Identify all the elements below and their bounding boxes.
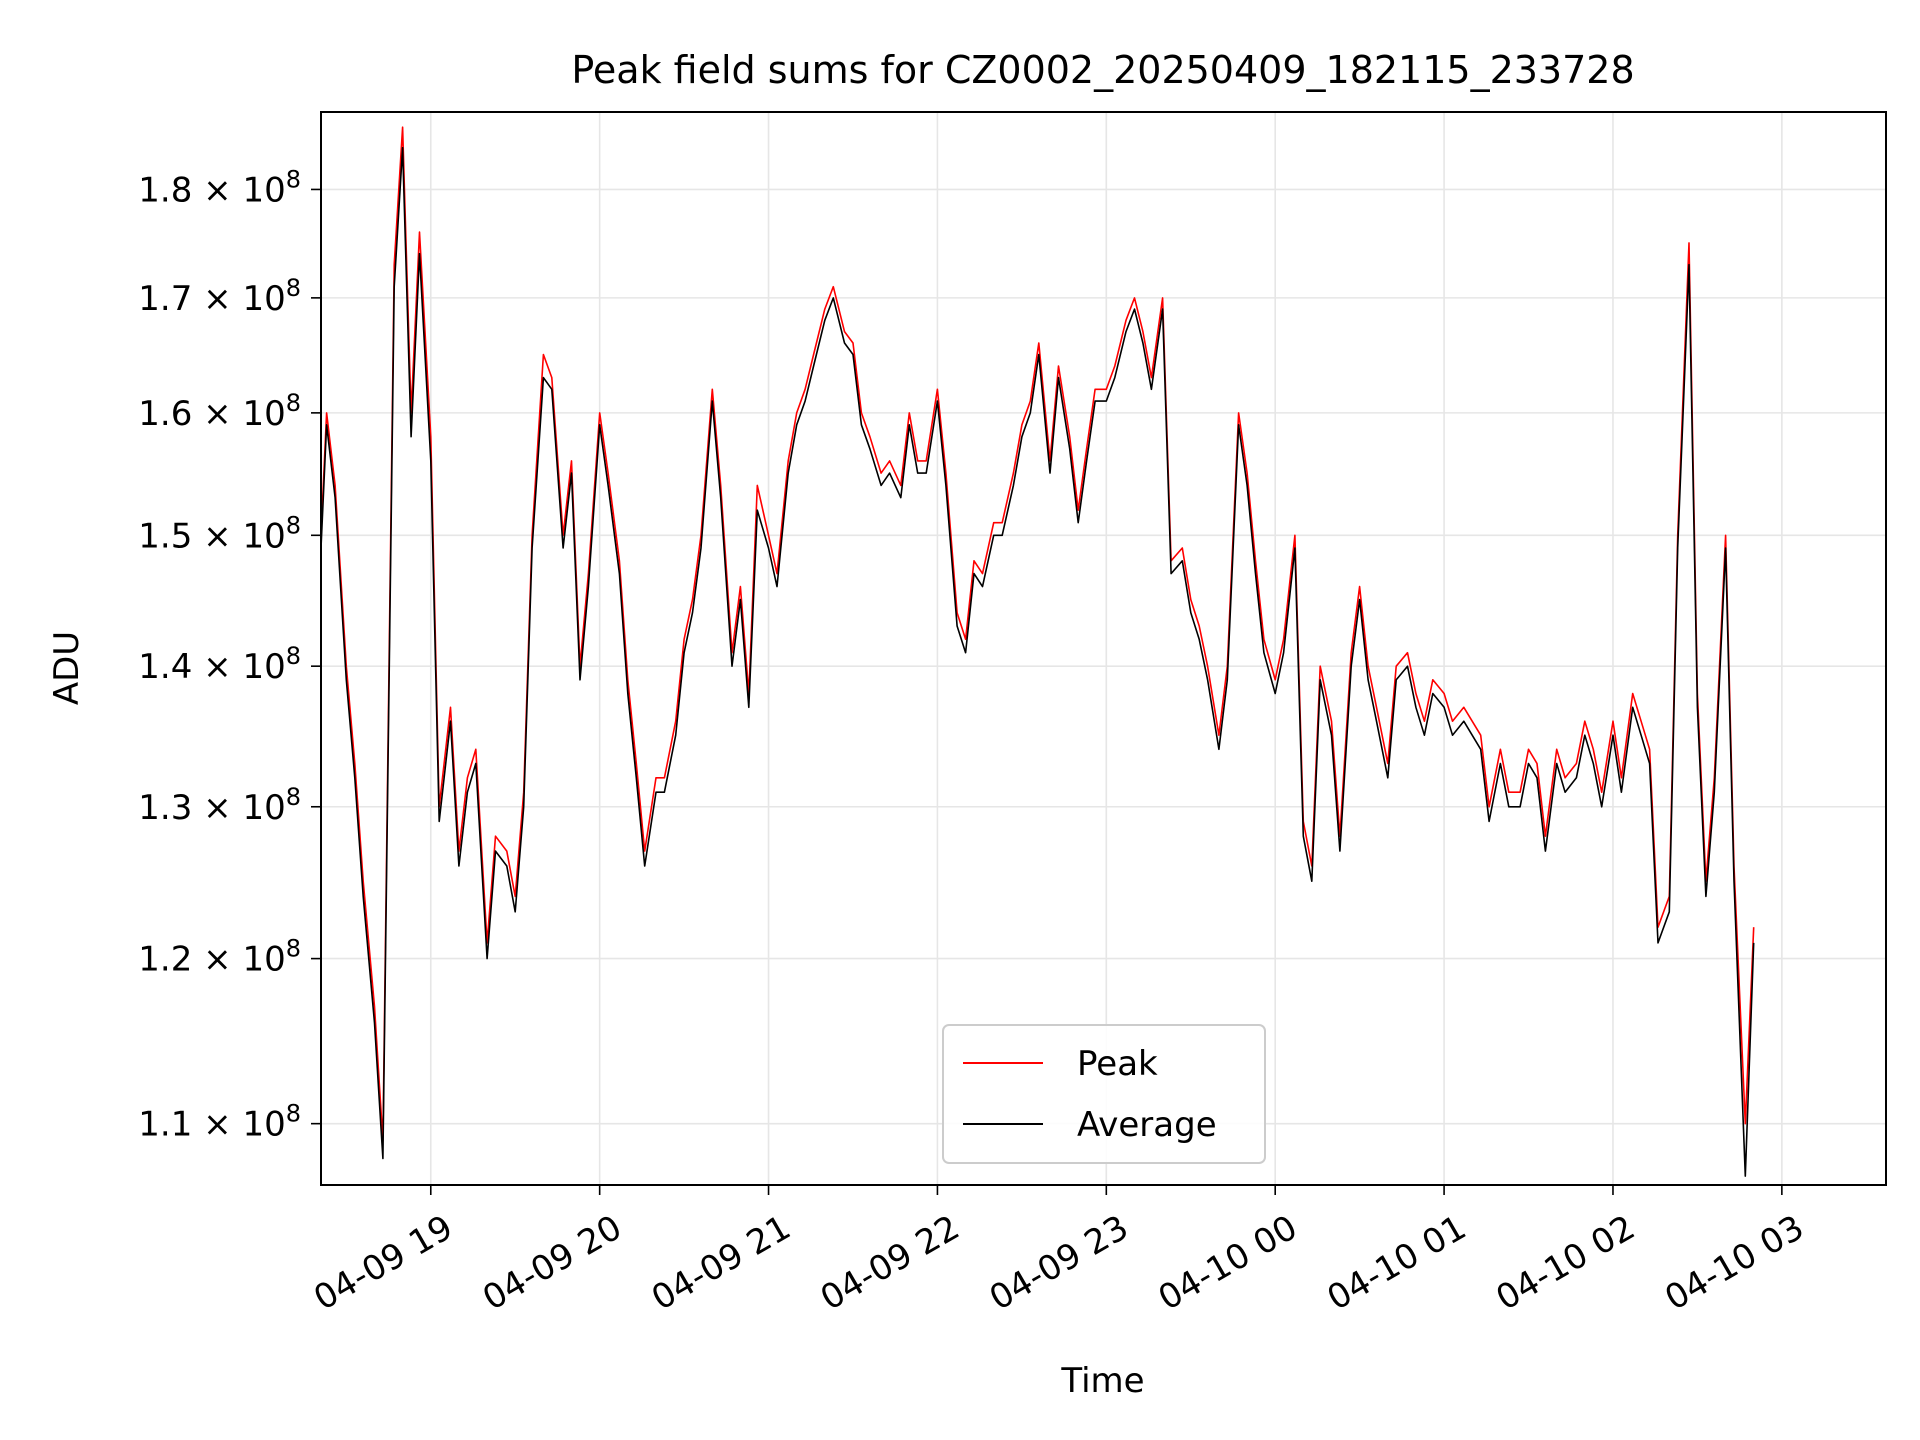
- y-tick-label: 1.2 × 108: [138, 935, 301, 980]
- y-tick-label: 1.6 × 108: [138, 389, 301, 434]
- plot-frame: [320, 111, 1887, 1186]
- series-line-average: [321, 146, 1755, 1177]
- y-tick-label: 1.3 × 108: [138, 783, 301, 828]
- x-axis-label: Time: [1060, 1361, 1144, 1401]
- y-axis-label: ADU: [47, 631, 87, 705]
- y-tick-label: 1.8 × 108: [138, 165, 301, 210]
- legend-label-peak: Peak: [1077, 1044, 1158, 1084]
- y-tick-label: 1.7 × 108: [138, 274, 301, 319]
- y-tick-label: 1.1 × 108: [138, 1100, 301, 1145]
- chart-title: Peak field sums for CZ0002_20250409_1821…: [571, 48, 1634, 92]
- series-line-peak: [321, 126, 1755, 1142]
- y-tick-label: 1.5 × 108: [138, 511, 301, 556]
- y-tick-label: 1.4 × 108: [138, 642, 301, 687]
- grid: [321, 112, 1886, 1185]
- legend-label-average: Average: [1077, 1105, 1217, 1145]
- series-layer: [321, 126, 1755, 1177]
- legend: Peak Average: [942, 1024, 1266, 1164]
- legend-box: [942, 1024, 1266, 1164]
